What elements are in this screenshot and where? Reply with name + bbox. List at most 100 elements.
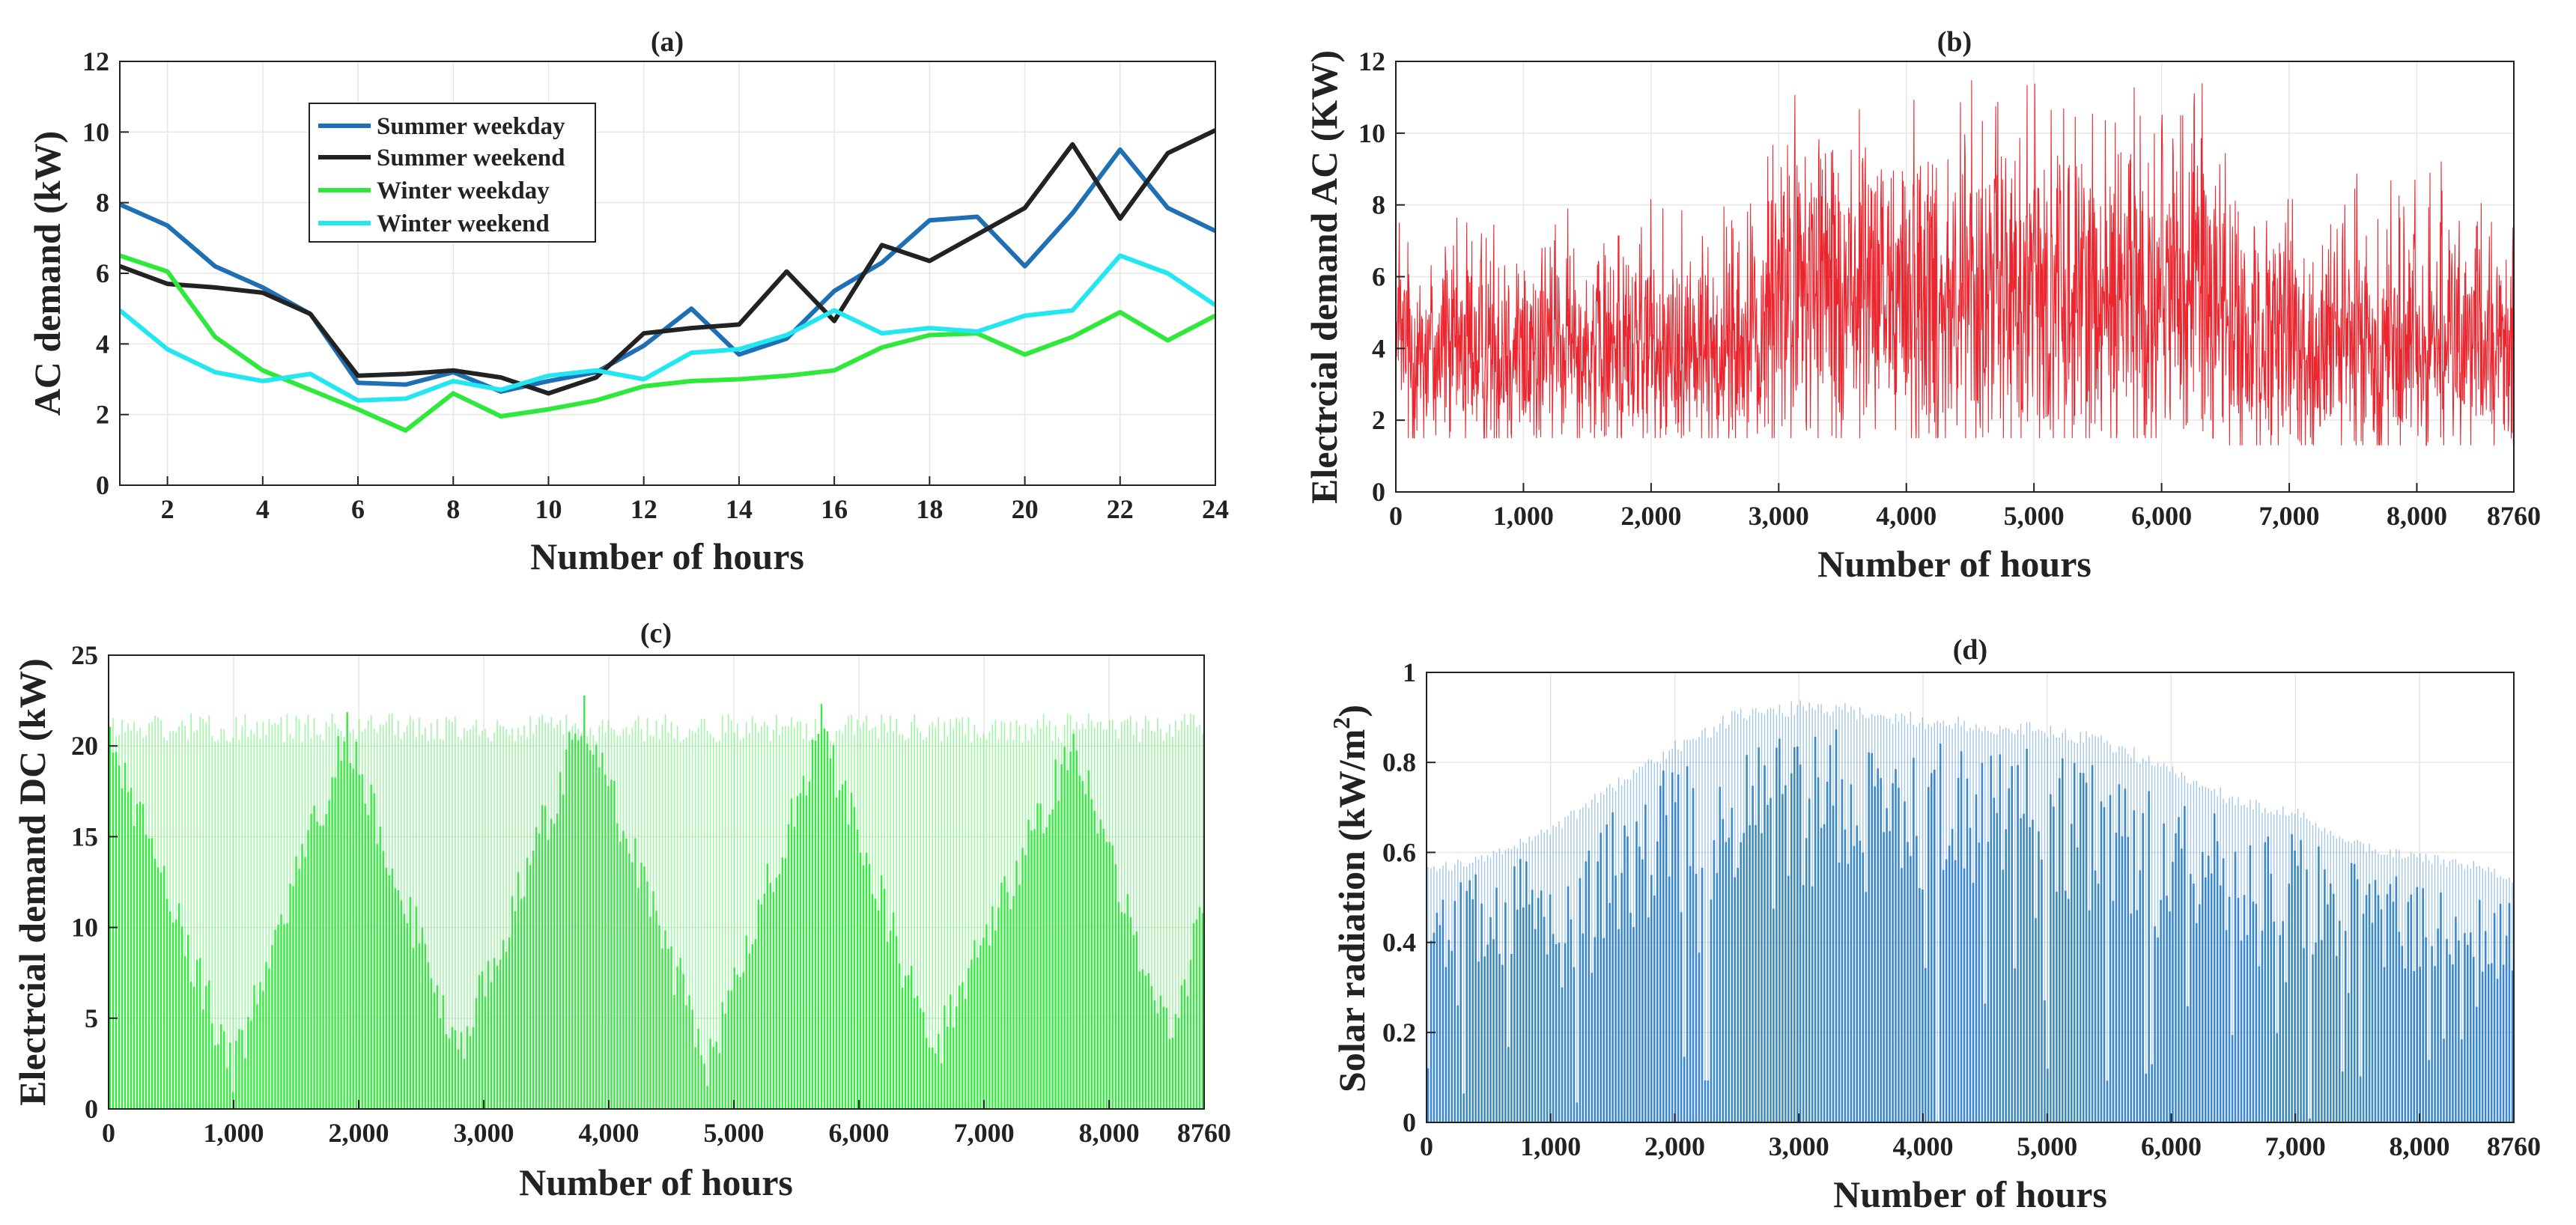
x-tick-label: 8760	[2487, 501, 2541, 531]
y-tick-label: 4	[96, 329, 109, 359]
x-tick-label: 6,000	[2141, 1131, 2202, 1161]
x-tick-label: 8	[446, 494, 460, 524]
y-tick-label: 0	[96, 470, 109, 500]
y-tick-label: 5	[85, 1003, 98, 1033]
panel-b-yticks: 0 2 4 6 8 10 12	[1358, 46, 1405, 507]
panel-d-marks	[1427, 700, 2514, 1122]
y-tick-label: 0.2	[1382, 1018, 1416, 1048]
x-tick-label: 2	[161, 494, 174, 524]
panel-d-title: (d)	[1953, 634, 1987, 666]
series-line-summer-weekday	[120, 147, 1215, 394]
x-tick-label: 6	[351, 494, 365, 524]
panel-b-title: (b)	[1937, 26, 1972, 58]
panel-a-title: (a)	[651, 26, 684, 58]
x-tick-label: 0	[1389, 501, 1403, 531]
dc-demand-envelope	[109, 695, 1204, 1109]
x-tick-label: 4,000	[579, 1118, 640, 1148]
panel-c-title: (c)	[640, 618, 672, 649]
y-tick-label: 8	[96, 188, 109, 218]
y-tick-label: 20	[71, 731, 98, 761]
y-tick-label: 12	[82, 46, 109, 76]
x-tick-label: 5,000	[2004, 501, 2065, 531]
y-tick-label: 0	[1372, 477, 1385, 507]
y-tick-label: 2	[96, 400, 109, 430]
x-tick-label: 12	[631, 494, 657, 524]
panel-d-ylabel-end: )	[1331, 705, 1373, 717]
y-tick-label: 15	[71, 821, 98, 851]
y-tick-label: 25	[71, 640, 98, 670]
x-tick-label: 3,000	[454, 1118, 514, 1148]
x-tick-label: 2,000	[1644, 1131, 1705, 1161]
panel-c-plot-frame	[108, 654, 1205, 1110]
x-tick-label: 16	[821, 494, 848, 524]
y-tick-label: 6	[96, 258, 109, 288]
y-tick-label: 4	[1372, 333, 1385, 363]
legend-label-summer-weekday: Summer weekday	[377, 113, 565, 140]
y-tick-label: 10	[1358, 118, 1385, 148]
x-tick-label: 8,000	[2387, 501, 2447, 531]
x-tick-label: 5,000	[2017, 1131, 2077, 1161]
x-tick-label: 3,000	[1769, 1131, 1829, 1161]
panel-b-ylabel: Electrcial demand AC (KW)	[1303, 50, 1345, 504]
y-tick-label: 8	[1372, 190, 1385, 220]
x-tick-label: 1,000	[204, 1118, 264, 1148]
panel-a-xlabel: Number of hours	[530, 535, 804, 577]
panel-b: (b) 0 1,000 2,000 3,000 4,000 5,000 6,000 7,000…	[1303, 26, 2541, 585]
panel-a-marks	[120, 128, 1215, 433]
panel-a-ylabel: AC demand (kW)	[26, 131, 68, 416]
demand-ac-trace	[1396, 80, 2514, 446]
x-tick-label: 1,000	[1520, 1131, 1581, 1161]
panel-d-yticks: 0 0.2 0.4 0.6 0.8 1	[1382, 657, 1436, 1137]
panel-c-xticks: 0 1,000 2,000 3,000 4,000 5,000 6,000 7,000 8,00…	[102, 1100, 1231, 1148]
panel-c-yticks: 0 5 10 15 20 25	[71, 640, 118, 1124]
series-line-winter-weekday	[120, 253, 1215, 433]
x-tick-label: 2,000	[1620, 501, 1681, 531]
panel-d-ylabel: Solar radiation (kW/m2)	[1328, 705, 1373, 1092]
x-tick-label: 22	[1107, 494, 1134, 524]
x-tick-label: 24	[1202, 494, 1229, 524]
y-tick-label: 10	[71, 913, 98, 943]
y-tick-label: 0	[1403, 1107, 1416, 1137]
x-tick-label: 8760	[2487, 1131, 2541, 1161]
panel-a-yticks: 0 2 4 6 8 10 12	[82, 46, 129, 500]
panel-d-ylabel-main: Solar radiation (kW/m	[1331, 729, 1373, 1092]
panel-b-xticks: 0 1,000 2,000 3,000 4,000 5,000 6,000 7,000 8,00…	[1389, 483, 2541, 531]
x-tick-label: 6,000	[829, 1118, 890, 1148]
panel-d-ylabel-sup: 2	[1328, 717, 1355, 729]
panel-c: (c) 0 1,000 2,000 3,000 4,000 5,000 6,000 7,000…	[11, 618, 1231, 1203]
panel-a-legend: Summer weekday Summer weekend Winter wee…	[309, 103, 596, 243]
panel-d-xticks: 0 1,000 2,000 3,000 4,000 5,000 6,000 7,000 8,00…	[1420, 1113, 2541, 1161]
series-line-winter-weekend	[120, 253, 1215, 403]
legend-label-winter-weekend: Winter weekend	[377, 210, 550, 237]
x-tick-label: 14	[726, 494, 753, 524]
x-tick-label: 4	[256, 494, 270, 524]
y-tick-label: 0	[85, 1094, 98, 1124]
panel-d-xlabel: Number of hours	[1833, 1173, 2107, 1215]
y-tick-label: 6	[1372, 262, 1385, 292]
panel-c-xlabel: Number of hours	[519, 1161, 793, 1203]
solar-radiation-daily-values	[1427, 729, 2514, 1122]
x-tick-label: 2,000	[329, 1118, 389, 1148]
panel-c-marks	[109, 695, 1204, 1109]
x-tick-label: 8,000	[2390, 1131, 2450, 1161]
x-tick-label: 7,000	[954, 1118, 1015, 1148]
x-tick-label: 4,000	[1893, 1131, 1954, 1161]
panel-d-plot-frame	[1426, 672, 2515, 1123]
y-tick-label: 0.6	[1382, 837, 1416, 867]
x-tick-label: 7,000	[2265, 1131, 2326, 1161]
x-tick-label: 8760	[1177, 1118, 1231, 1148]
panel-b-xlabel: Number of hours	[1817, 543, 2092, 585]
legend-label-summer-weekend: Summer weekend	[377, 145, 565, 171]
x-tick-label: 18	[916, 494, 943, 524]
x-tick-label: 7,000	[2259, 501, 2320, 531]
x-tick-label: 0	[102, 1118, 115, 1148]
x-tick-label: 4,000	[1876, 501, 1936, 531]
y-tick-label: 2	[1372, 405, 1385, 435]
x-tick-label: 6,000	[2131, 501, 2192, 531]
panel-a-xticks: 2 4 6 8 10 12 14 16 18 20 22 24	[161, 476, 1229, 524]
y-tick-label: 0.4	[1382, 928, 1416, 958]
x-tick-label: 3,000	[1749, 501, 1809, 531]
series-line-summer-weekend	[120, 128, 1215, 396]
